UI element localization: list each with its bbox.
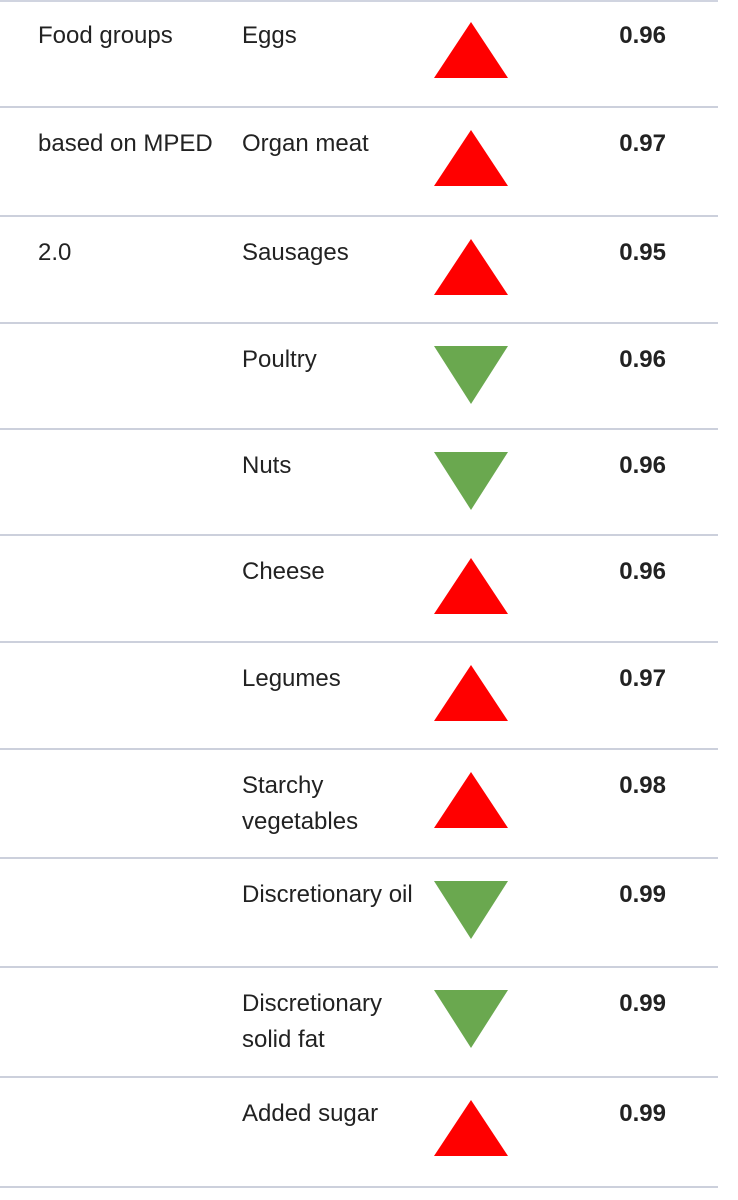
- food-item-value: 0.99: [619, 990, 666, 1017]
- food-item-value: 0.96: [619, 452, 666, 479]
- up-triangle-icon: [434, 772, 508, 832]
- food-item-name: Added sugar: [242, 1100, 379, 1127]
- table-row: Cheese 0.96: [0, 536, 718, 643]
- table-row: 2.0 Sausages 0.95: [0, 217, 718, 324]
- food-item-name: Poultry: [242, 346, 317, 373]
- food-item-name: Organ meat: [242, 130, 369, 157]
- food-item-value: 0.97: [619, 665, 666, 692]
- table-row: Discretionary oil 0.99: [0, 859, 718, 968]
- food-group-label: Food groups: [38, 22, 173, 49]
- food-item-name: Starchy vegetables: [242, 772, 359, 835]
- food-item-value: 0.99: [619, 881, 666, 908]
- up-triangle-shape: [434, 1100, 508, 1156]
- food-item-value: 0.96: [619, 558, 666, 585]
- up-triangle-shape: [434, 558, 508, 614]
- food-item-value: 0.96: [619, 346, 666, 373]
- table-row: Nuts 0.96: [0, 430, 718, 536]
- food-group-label: based on MPED: [38, 130, 213, 157]
- table-row: Discretionary solid fat 0.99: [0, 968, 718, 1078]
- food-item-name: Discretionary oil: [242, 881, 413, 908]
- down-triangle-shape: [434, 881, 508, 939]
- up-triangle-icon: [434, 239, 508, 299]
- up-triangle-icon: [434, 22, 508, 82]
- up-triangle-shape: [434, 22, 508, 78]
- food-item-value: 0.98: [619, 772, 666, 799]
- table-row: Poultry 0.96: [0, 324, 718, 430]
- up-triangle-shape: [434, 239, 508, 295]
- table-row: Starchy vegetables 0.98: [0, 750, 718, 859]
- up-triangle-icon: [434, 665, 508, 725]
- food-item-name: Legumes: [242, 665, 341, 692]
- up-triangle-shape: [434, 130, 508, 186]
- up-triangle-shape: [434, 665, 508, 721]
- food-group-label: 2.0: [38, 239, 72, 266]
- down-triangle-icon: [434, 881, 508, 941]
- food-item-value: 0.99: [619, 1100, 666, 1127]
- up-triangle-shape: [434, 772, 508, 828]
- food-item-name: Discretionary solid fat: [242, 990, 383, 1053]
- food-item-name: Eggs: [242, 22, 297, 49]
- food-item-name: Cheese: [242, 558, 325, 585]
- food-item-name: Nuts: [242, 452, 292, 479]
- food-item-name: Sausages: [242, 239, 349, 266]
- table-row: Added sugar 0.99: [0, 1078, 718, 1188]
- up-triangle-icon: [434, 558, 508, 618]
- table-row: Legumes 0.97: [0, 643, 718, 750]
- up-triangle-icon: [434, 1100, 508, 1160]
- table-top-rule: [0, 0, 718, 2]
- food-item-value: 0.97: [619, 130, 666, 157]
- table-row: Food groups Eggs 0.96: [0, 0, 718, 108]
- down-triangle-shape: [434, 452, 508, 510]
- down-triangle-icon: [434, 346, 508, 406]
- food-item-value: 0.96: [619, 22, 666, 49]
- down-triangle-shape: [434, 346, 508, 404]
- table-row: based on MPED Organ meat 0.97: [0, 108, 718, 217]
- food-item-value: 0.95: [619, 239, 666, 266]
- up-triangle-icon: [434, 130, 508, 190]
- down-triangle-icon: [434, 452, 508, 512]
- down-triangle-icon: [434, 990, 508, 1050]
- down-triangle-shape: [434, 990, 508, 1048]
